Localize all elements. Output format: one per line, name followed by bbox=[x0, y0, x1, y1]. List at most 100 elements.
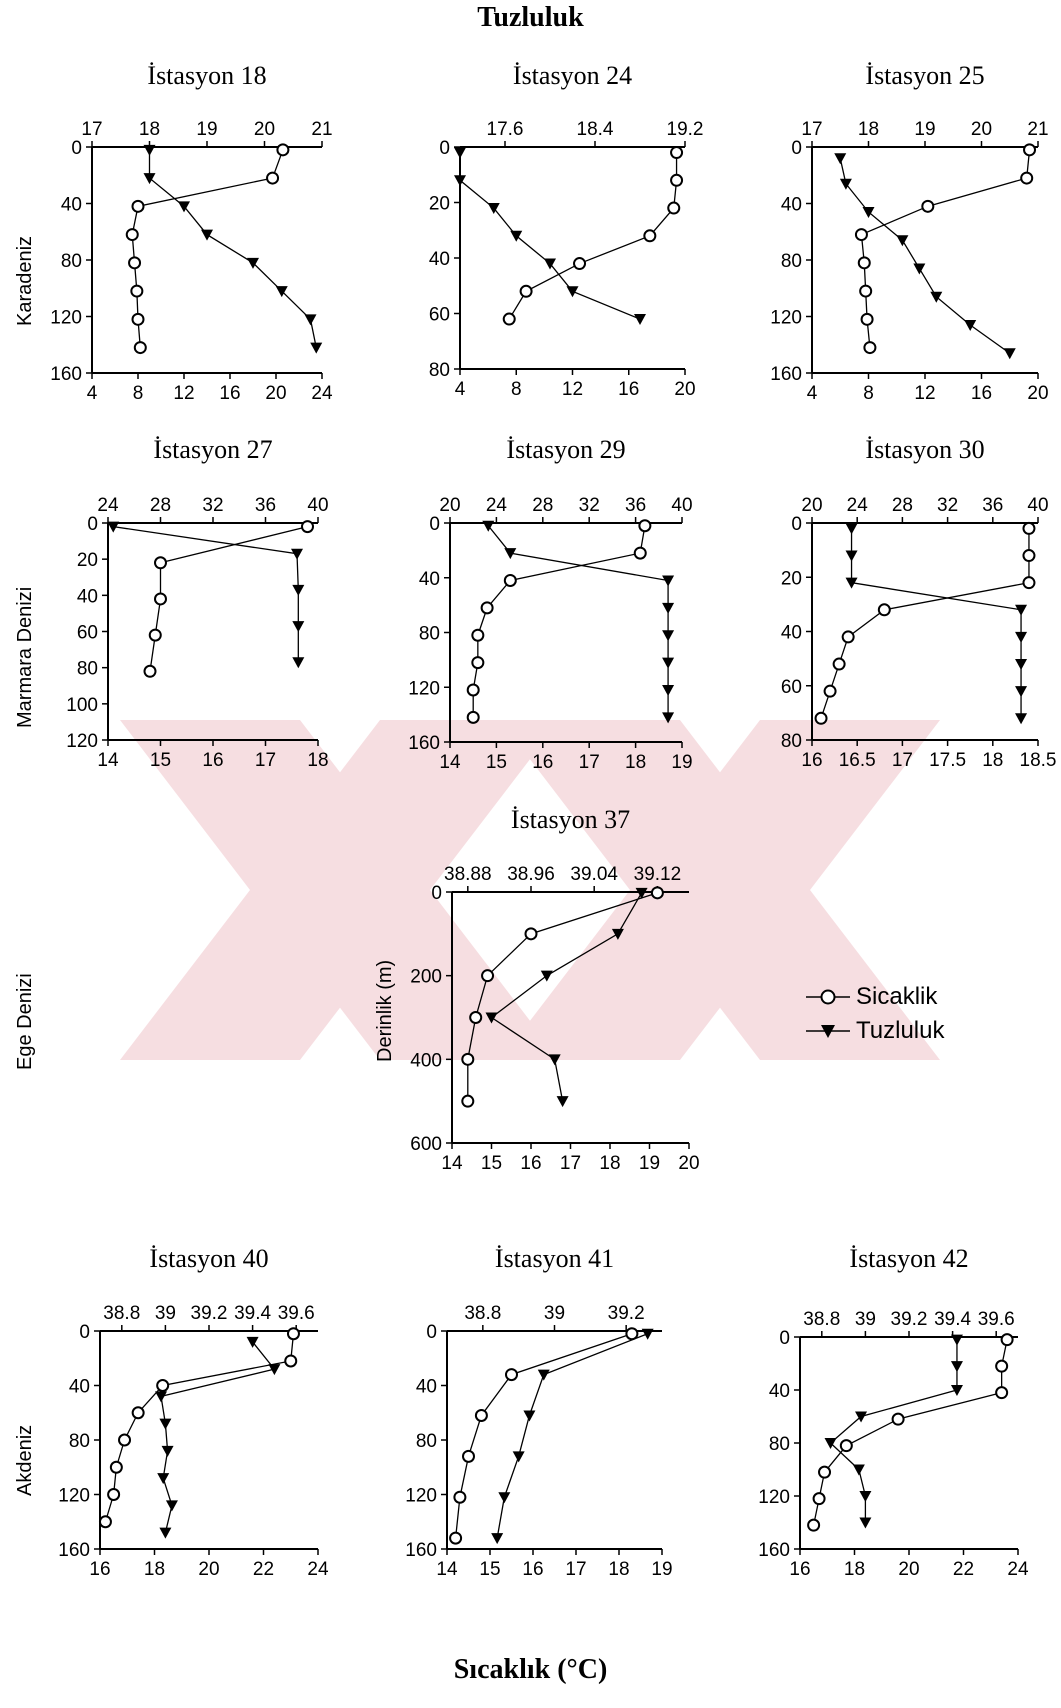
depth-tick-label: 0 bbox=[71, 138, 82, 159]
temperature-tick-label: 14 bbox=[97, 750, 119, 771]
salinity-point bbox=[165, 1500, 178, 1512]
temperature-tick-label: 18 bbox=[307, 750, 328, 771]
salinity-point bbox=[143, 173, 156, 185]
salinity-point bbox=[1015, 659, 1028, 671]
depth-tick-label: 60 bbox=[77, 623, 98, 644]
panel-title: İstasyon 42 bbox=[849, 1244, 968, 1273]
depth-tick-label: 80 bbox=[769, 1434, 790, 1455]
salinity-point bbox=[487, 203, 500, 215]
legend-triangle-icon bbox=[806, 1025, 850, 1038]
salinity-tick-label: 28 bbox=[150, 495, 171, 516]
panel-title: İstasyon 40 bbox=[149, 1244, 268, 1273]
salinity-point bbox=[641, 1328, 654, 1340]
temperature-tick-label: 16 bbox=[532, 752, 553, 773]
temperature-point bbox=[1022, 549, 1036, 563]
temperature-point bbox=[98, 1515, 112, 1529]
salinity-tick-label: 18 bbox=[139, 119, 160, 140]
temperature-point bbox=[859, 284, 873, 298]
temperature-tick-label: 22 bbox=[253, 1559, 274, 1580]
salinity-tick-label: 39.4 bbox=[934, 1309, 971, 1330]
temperature-point bbox=[125, 228, 139, 242]
temperature-point bbox=[995, 1359, 1009, 1373]
salinity-tick-label: 38.8 bbox=[464, 1303, 501, 1324]
salinity-point bbox=[159, 1527, 172, 1539]
depth-tick-label: 40 bbox=[781, 195, 802, 216]
salinity-point bbox=[855, 1411, 868, 1423]
figure-top-title: Tuzluluk bbox=[477, 2, 584, 33]
salinity-point bbox=[950, 1361, 963, 1373]
temperature-tick-label: 8 bbox=[863, 383, 874, 404]
depth-tick-label: 80 bbox=[416, 1431, 437, 1452]
temperature-point bbox=[519, 284, 533, 298]
legend: Sicaklik Tuzluluk bbox=[806, 980, 944, 1048]
temperature-point bbox=[276, 143, 290, 157]
temperature-point bbox=[524, 927, 538, 941]
temperature-point bbox=[453, 1490, 467, 1504]
salinity-profile-line bbox=[160, 1341, 276, 1533]
temperature-point bbox=[148, 628, 162, 642]
temperature-tick-label: 24 bbox=[1007, 1559, 1029, 1580]
depth-tick-label: 20 bbox=[77, 550, 98, 571]
depth-tick-label: 0 bbox=[429, 514, 440, 535]
temperature-tick-label: 14 bbox=[436, 1559, 458, 1580]
panel-title: İstasyon 27 bbox=[153, 435, 272, 464]
salinity-point bbox=[662, 712, 675, 724]
temperature-tick-label: 16 bbox=[971, 383, 992, 404]
depth-tick-label: 120 bbox=[758, 1487, 790, 1508]
salinity-point bbox=[845, 550, 858, 562]
temperature-point bbox=[284, 1354, 298, 1368]
salinity-point bbox=[862, 206, 875, 218]
salinity-point bbox=[896, 235, 909, 247]
temperature-profile-line bbox=[860, 149, 1031, 348]
depth-tick-label: 400 bbox=[410, 1050, 442, 1071]
panel-title: İstasyon 30 bbox=[865, 435, 984, 464]
salinity-point bbox=[548, 1054, 561, 1066]
temperature-tick-label: 4 bbox=[807, 383, 818, 404]
temperature-tick-label: 24 bbox=[311, 383, 333, 404]
panel-title: İstasyon 37 bbox=[511, 805, 630, 834]
salinity-tick-label: 40 bbox=[671, 495, 692, 516]
salinity-point bbox=[834, 153, 847, 165]
temperature-tick-label: 20 bbox=[1027, 383, 1048, 404]
depth-tick-label: 160 bbox=[50, 364, 82, 385]
temperature-profile-line bbox=[467, 892, 658, 1102]
depth-tick-label: 40 bbox=[77, 586, 98, 607]
salinity-point bbox=[1015, 631, 1028, 643]
temperature-point bbox=[471, 628, 485, 642]
temperature-point bbox=[832, 657, 846, 671]
temperature-tick-label: 16.5 bbox=[839, 750, 876, 771]
salinity-point bbox=[482, 520, 495, 532]
salinity-profile-line bbox=[850, 528, 1022, 719]
salinity-tick-label: 18 bbox=[858, 119, 879, 140]
salinity-tick-label: 32 bbox=[579, 495, 600, 516]
depth-tick-label: 120 bbox=[66, 731, 98, 752]
salinity-point bbox=[291, 548, 303, 560]
salinity-profile-line bbox=[148, 149, 317, 348]
temperature-tick-label: 16 bbox=[219, 383, 240, 404]
temperature-point bbox=[130, 284, 144, 298]
salinity-tick-label: 19.2 bbox=[667, 119, 704, 140]
temperature-tick-label: 16 bbox=[801, 750, 822, 771]
depth-tick-label: 160 bbox=[770, 364, 802, 385]
salinity-point bbox=[498, 1492, 511, 1504]
temperature-point bbox=[921, 199, 935, 213]
salinity-tick-label: 39.04 bbox=[570, 864, 618, 885]
temperature-point bbox=[449, 1531, 463, 1545]
depth-tick-label: 160 bbox=[758, 1540, 790, 1561]
salinity-tick-label: 28 bbox=[532, 495, 553, 516]
temperature-tick-label: 4 bbox=[87, 383, 98, 404]
salinity-point bbox=[246, 1336, 259, 1348]
salinity-tick-label: 24 bbox=[486, 495, 508, 516]
temperature-point bbox=[860, 312, 874, 326]
temperature-point bbox=[503, 573, 517, 587]
salinity-tick-label: 20 bbox=[801, 495, 822, 516]
legend-item-sal: Tuzluluk bbox=[806, 1014, 944, 1048]
salinity-point bbox=[107, 521, 120, 533]
salinity-point bbox=[491, 1533, 504, 1545]
salinity-tick-label: 17 bbox=[81, 119, 102, 140]
salinity-point bbox=[292, 657, 305, 669]
salinity-point bbox=[950, 1334, 963, 1346]
salinity-tick-label: 40 bbox=[307, 495, 328, 516]
depth-tick-label: 40 bbox=[429, 249, 450, 270]
temperature-point bbox=[466, 710, 480, 724]
